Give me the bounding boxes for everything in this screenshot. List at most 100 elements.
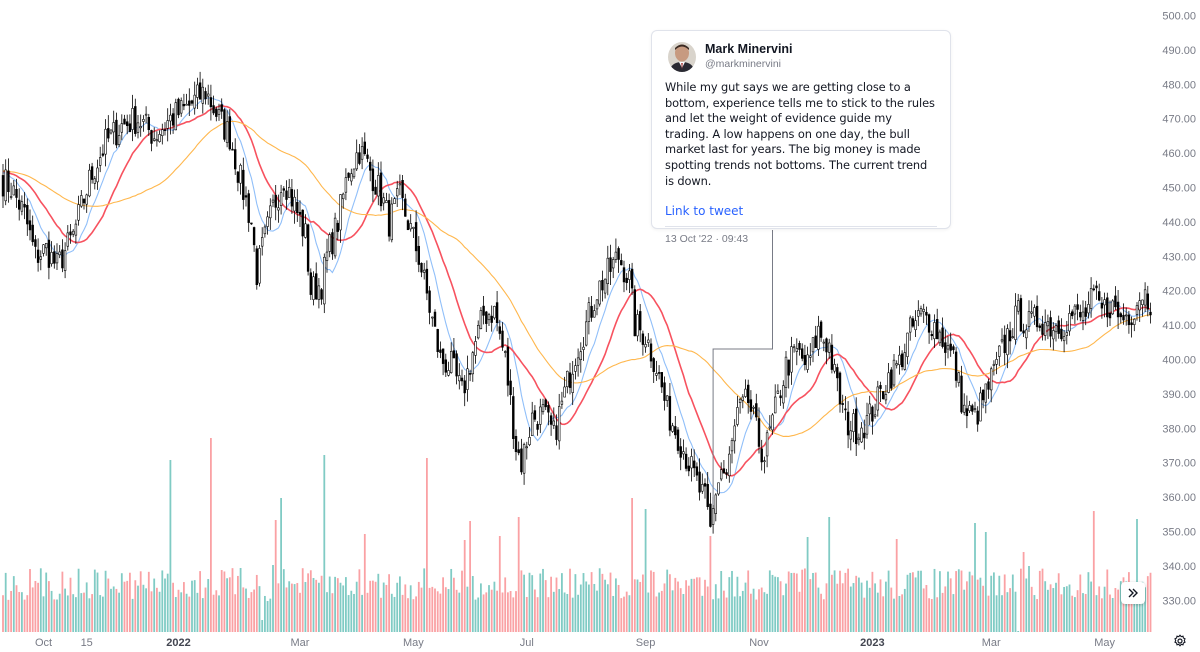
- candle-body: [898, 354, 901, 366]
- candle-body: [490, 315, 493, 323]
- candle-body: [277, 207, 280, 211]
- candle-body: [960, 375, 963, 413]
- candle-body: [566, 370, 569, 388]
- candle-body: [301, 209, 304, 237]
- volume-bar: [1025, 578, 1028, 632]
- volume-bar: [1011, 574, 1014, 632]
- volume-bar: [795, 573, 798, 632]
- link-to-tweet[interactable]: Link to tweet: [665, 204, 744, 219]
- candle-body: [304, 223, 307, 238]
- volume-bar: [1136, 519, 1138, 632]
- candle-body: [671, 425, 674, 432]
- price-axis[interactable]: 500.00 490.00 480.00 470.00 460.00 450.00 440.…: [1162, 11, 1196, 608]
- price-tick-label: 440.00: [1162, 217, 1196, 229]
- volume-bar: [712, 599, 714, 632]
- candle-body: [207, 93, 210, 97]
- volume-bar: [226, 578, 228, 632]
- volume-bar: [485, 592, 488, 632]
- volume-bar: [272, 565, 274, 632]
- volume-bar: [66, 595, 69, 632]
- volume-bars: [2, 438, 1152, 632]
- candle-body: [655, 373, 658, 376]
- chart-settings-button[interactable]: [1172, 633, 1188, 649]
- candle-body: [320, 289, 323, 300]
- tweet-author-name[interactable]: Mark Minervini: [705, 42, 793, 56]
- volume-bar: [390, 593, 393, 632]
- candle-body: [1022, 330, 1025, 334]
- candle-body: [228, 116, 231, 150]
- volume-bar: [177, 589, 180, 632]
- candle-body: [360, 146, 364, 160]
- candle-body: [827, 342, 831, 353]
- volume-bar: [323, 455, 326, 632]
- volume-bar: [261, 620, 264, 632]
- time-tick-label: Jul: [520, 637, 534, 649]
- volume-bar: [606, 584, 609, 632]
- candle-body: [296, 201, 299, 214]
- volume-bar: [83, 592, 85, 632]
- avatar[interactable]: [668, 42, 696, 72]
- candle-body: [368, 161, 372, 171]
- candle-body: [1054, 325, 1058, 333]
- price-tick-label: 500.00: [1162, 11, 1196, 23]
- candle-body: [115, 119, 118, 146]
- candle-body: [466, 368, 469, 390]
- candle-body: [409, 223, 412, 230]
- candle-body: [560, 400, 564, 405]
- volume-bar: [525, 596, 528, 632]
- time-axis[interactable]: Oct 15 2022 Mar May Jul Sep Nov 2023 Mar May: [35, 637, 1116, 649]
- volume-bar: [436, 591, 439, 632]
- candle-body: [738, 398, 742, 403]
- volume-bar: [901, 594, 903, 632]
- volume-bar: [885, 581, 887, 632]
- candle-body: [1038, 325, 1042, 328]
- volume-bar: [887, 570, 890, 632]
- volume-bar: [239, 568, 242, 632]
- candle-body: [63, 250, 67, 271]
- volume-bar: [291, 583, 293, 632]
- candle-body: [328, 234, 331, 252]
- candle-body: [344, 177, 348, 193]
- candle-body: [42, 244, 45, 254]
- volume-bar: [23, 599, 26, 632]
- volume-bar: [277, 583, 280, 632]
- tweet-card[interactable]: Mark Minervini @markminervini While my g…: [651, 30, 951, 245]
- time-tick-label: Sep: [636, 637, 656, 649]
- candle-body: [387, 200, 391, 237]
- tweet-author-handle[interactable]: @markminervini: [705, 58, 782, 70]
- candle-body: [741, 396, 745, 401]
- scroll-to-realtime-button[interactable]: [1121, 582, 1145, 604]
- candle-body: [852, 413, 855, 432]
- volume-bar: [920, 570, 922, 632]
- volume-bar: [895, 539, 898, 632]
- volume-bar: [590, 572, 593, 632]
- candle-body: [252, 227, 256, 246]
- candle-body: [80, 195, 83, 207]
- price-tick-label: 340.00: [1162, 561, 1196, 573]
- volume-bar: [1138, 598, 1141, 632]
- volume-bar: [358, 569, 361, 632]
- volume-bar: [1149, 572, 1152, 632]
- volume-bar: [1065, 586, 1068, 632]
- volume-bar: [26, 595, 29, 632]
- candle-body: [603, 278, 607, 294]
- candle-body: [817, 325, 820, 350]
- candle-body: [1133, 318, 1136, 325]
- volume-bar: [423, 568, 426, 632]
- candle-body: [784, 356, 788, 388]
- candle-body: [220, 104, 223, 112]
- candle-body: [74, 223, 78, 236]
- volume-bar: [61, 571, 64, 632]
- candle-body: [854, 408, 858, 445]
- candle-body: [620, 260, 623, 266]
- volume-bar: [939, 571, 941, 632]
- candle-body: [1143, 289, 1147, 306]
- candle-body: [520, 448, 523, 473]
- candle-body: [317, 285, 321, 300]
- volume-bar: [933, 568, 936, 632]
- candle-body: [819, 321, 823, 338]
- volume-bar: [372, 580, 374, 632]
- volume-bar: [809, 579, 812, 632]
- price-tick-label: 490.00: [1162, 45, 1196, 57]
